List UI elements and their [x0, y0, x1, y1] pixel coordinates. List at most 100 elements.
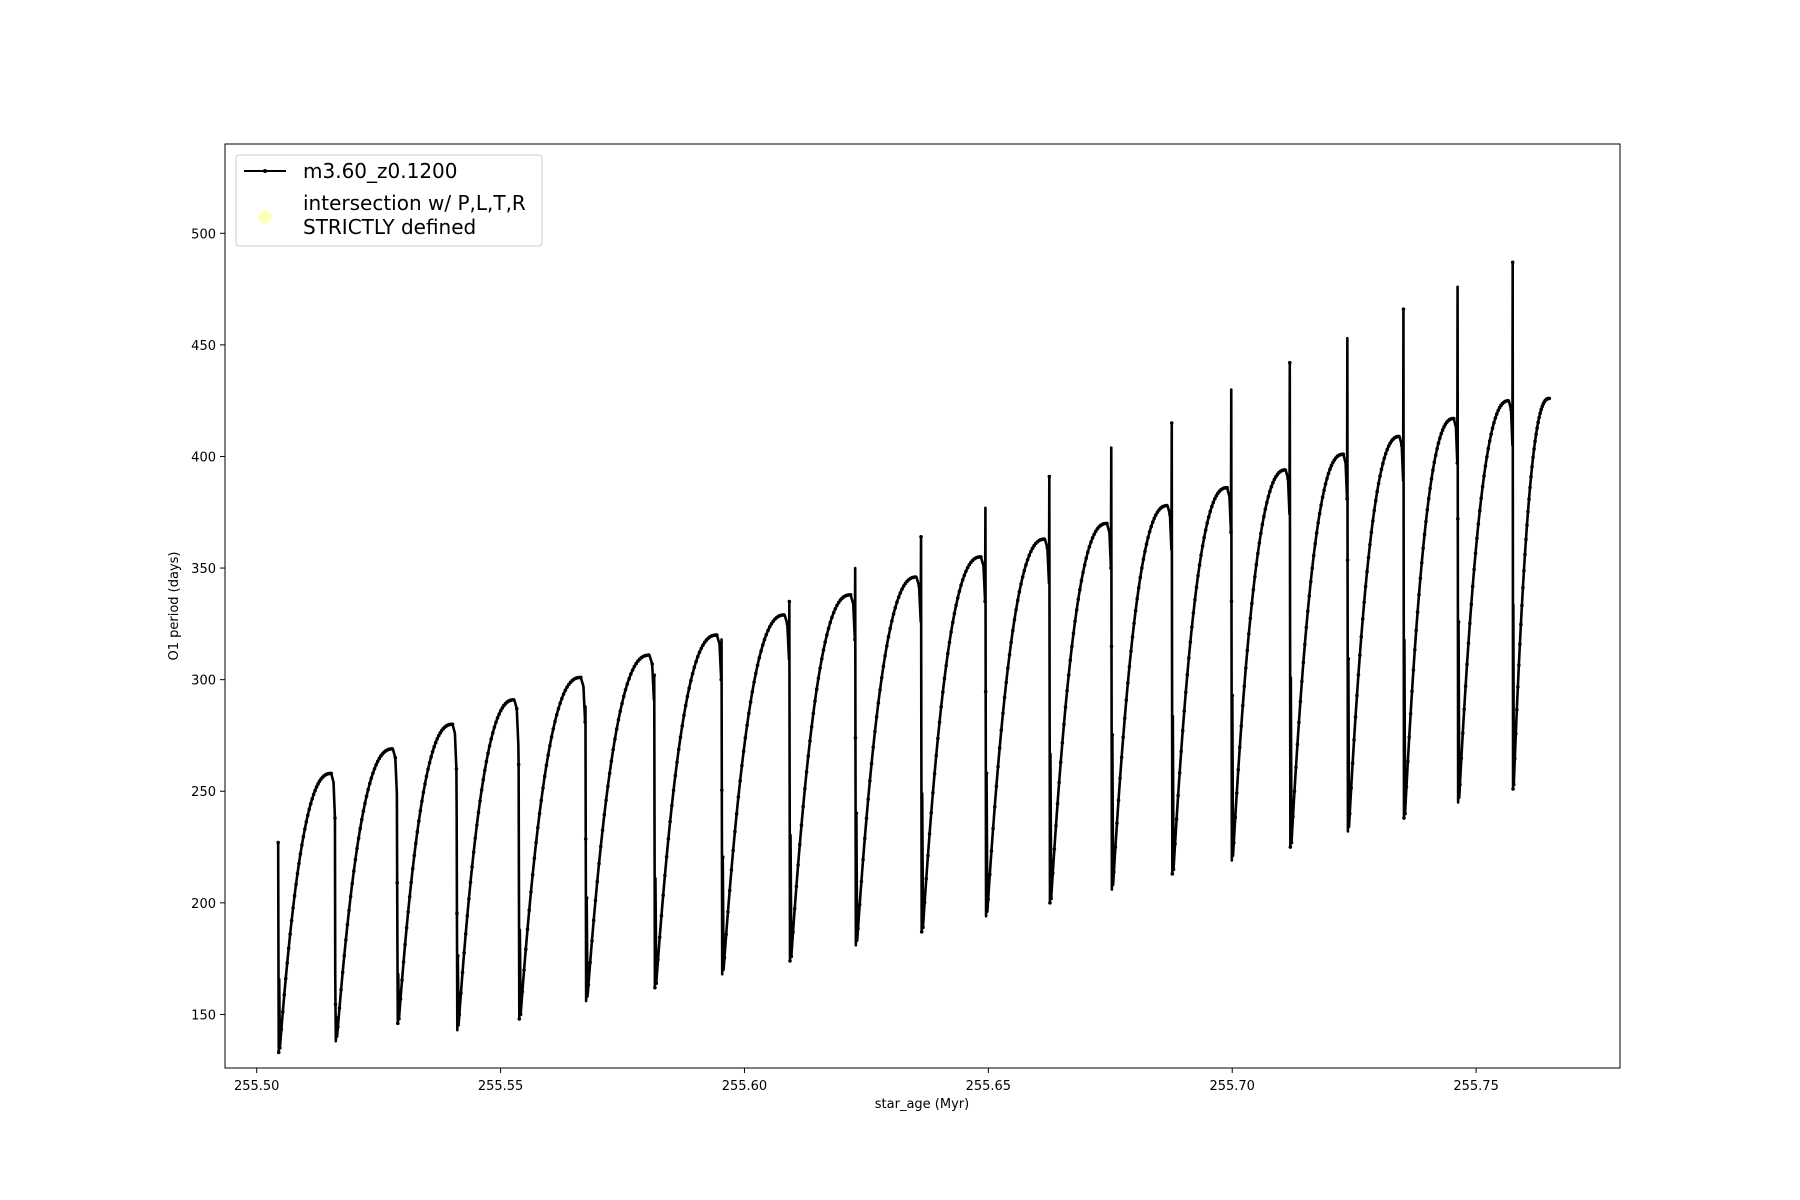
data-point: [1245, 648, 1250, 653]
data-point: [1171, 867, 1176, 872]
data-point: [455, 911, 459, 916]
data-point: [699, 646, 704, 651]
data-point: [1298, 699, 1303, 704]
data-point: [1185, 672, 1190, 677]
data-point: [869, 761, 874, 766]
data-point: [1086, 550, 1090, 554]
data-point: [1149, 524, 1153, 529]
data-point: [1127, 664, 1132, 669]
data-point: [947, 640, 952, 645]
data-point: [1320, 495, 1325, 500]
data-point: [1089, 540, 1093, 544]
data-point: [1429, 477, 1434, 481]
data-point: [1456, 620, 1461, 624]
data-point: [1079, 578, 1084, 583]
data-point: [675, 760, 679, 764]
y-tick-label: 200: [191, 897, 216, 912]
data-point: [1272, 477, 1277, 482]
data-point: [1152, 516, 1157, 521]
data-point: [1237, 745, 1242, 750]
data-point: [1376, 481, 1381, 486]
data-point: [1271, 480, 1275, 485]
axes-frame: [224, 143, 1621, 1069]
data-point: [558, 701, 562, 706]
data-point: [1045, 546, 1050, 550]
data-point: [430, 749, 435, 754]
data-point: [913, 575, 918, 579]
data-point: [532, 856, 537, 860]
data-point: [1300, 679, 1304, 684]
data-point: [409, 880, 414, 885]
data-point: [1382, 456, 1387, 460]
data-point: [1182, 709, 1187, 713]
data-point: [1496, 408, 1500, 413]
data-point: [949, 630, 953, 634]
data-point: [876, 701, 881, 705]
data-point: [652, 673, 657, 677]
data-point: [1062, 722, 1066, 727]
data-point: [1143, 549, 1147, 554]
data-point: [752, 680, 756, 684]
data-point: [542, 774, 547, 779]
data-point: [371, 771, 375, 775]
data-point: [1314, 531, 1319, 535]
x-axis: 255.50 255.55 255.60 255.65 255.70 255.75: [234, 1068, 1499, 1094]
data-point: [352, 869, 356, 873]
data-point: [1514, 731, 1518, 736]
x-tick-label: 255.75: [1453, 1079, 1499, 1094]
data-point: [857, 902, 862, 907]
data-point: [1256, 551, 1260, 556]
data-point: [854, 811, 859, 816]
data-point: [740, 763, 744, 768]
data-point: [787, 599, 792, 604]
data-point: [1401, 307, 1406, 311]
data-point: [1431, 468, 1435, 473]
data-point: [835, 603, 839, 608]
data-point: [683, 703, 688, 708]
data-point: [715, 633, 719, 637]
data-point: [588, 960, 592, 965]
data-point: [1531, 455, 1535, 460]
data-point: [750, 689, 755, 694]
data-point: [514, 706, 519, 711]
data-point: [671, 788, 676, 793]
data-point: [729, 868, 734, 872]
data-point: [919, 930, 924, 934]
legend: m3.60_z0.1200 intersection w/ P,L,T,R ST…: [235, 154, 543, 247]
data-point: [1001, 711, 1005, 716]
data-point: [1292, 789, 1297, 794]
data-point: [478, 799, 482, 803]
data-point: [1213, 496, 1217, 501]
data-point: [1231, 841, 1236, 845]
data-point: [344, 938, 348, 942]
x-tick-label: 255.60: [722, 1079, 768, 1094]
data-point: [818, 666, 822, 670]
y-tick-label: 400: [191, 450, 216, 465]
data-point: [554, 713, 559, 717]
data-point: [1190, 625, 1194, 629]
data-point: [754, 671, 758, 676]
data-point: [1092, 532, 1096, 537]
data-point: [673, 773, 678, 778]
data-point: [861, 857, 865, 862]
data-point: [921, 925, 925, 930]
data-point: [656, 957, 660, 962]
data-point: [848, 593, 853, 597]
data-point: [1358, 653, 1362, 658]
data-point: [1407, 735, 1412, 739]
data-point: [1438, 436, 1442, 440]
data-point: [1373, 498, 1378, 503]
data-point: [630, 668, 635, 672]
data-point: [475, 823, 479, 827]
data-point: [828, 620, 833, 625]
data-point: [871, 745, 876, 749]
data-point: [1379, 467, 1384, 472]
data-point: [654, 981, 659, 985]
data-point: [999, 728, 1004, 733]
data-point: [372, 766, 377, 771]
data-point: [1020, 575, 1025, 579]
data-point: [618, 709, 623, 714]
data-point: [286, 946, 291, 950]
data-point: [363, 801, 367, 806]
data-point: [1029, 549, 1033, 554]
